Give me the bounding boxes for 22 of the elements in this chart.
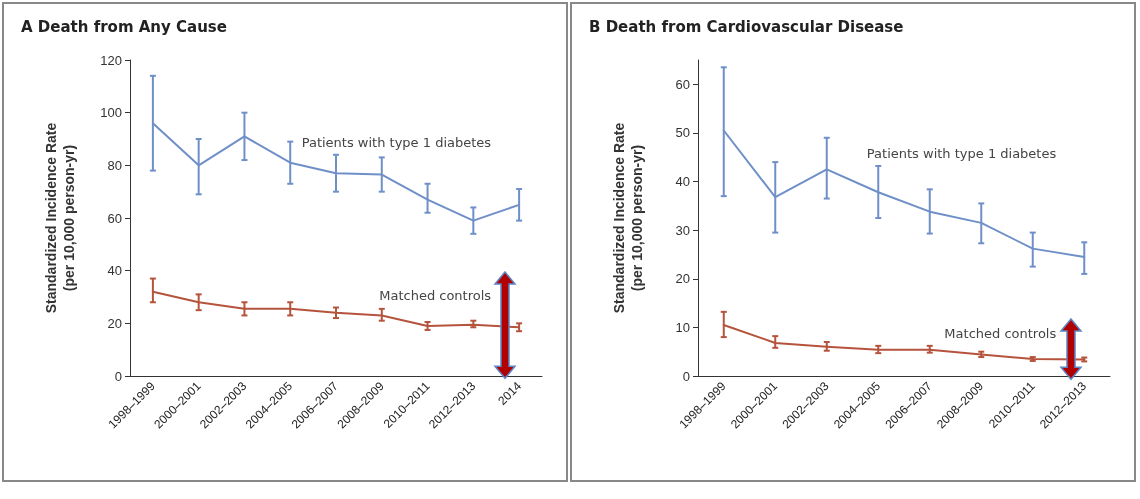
y-tick-label: 60 (107, 210, 122, 226)
y-tick-label: 50 (675, 125, 690, 141)
series-label: Matched controls (379, 287, 492, 303)
series-label: Patients with type 1 diabetes (866, 145, 1057, 161)
chart-title: B Death from Cardiovascular Disease (589, 17, 904, 36)
y-axis-title: Standardized Incidence Rate (per 10,000 person-yr) (611, 122, 645, 314)
y-tick-label: 30 (675, 222, 690, 238)
y-tick-label: 120 (100, 52, 122, 68)
y-tick-label: 100 (100, 105, 122, 121)
series-label: Patients with type 1 diabetes (301, 134, 492, 150)
chart-title: A Death from Any Cause (21, 17, 227, 36)
series-label: Matched controls (944, 325, 1057, 341)
y-tick-label: 0 (114, 368, 122, 384)
y-tick-label: 10 (675, 319, 690, 335)
y-tick-label: 0 (682, 368, 690, 384)
y-tick-label: 60 (675, 76, 690, 92)
y-tick-label: 40 (107, 263, 122, 279)
y-tick-label: 40 (675, 174, 690, 190)
y-tick-label: 20 (675, 271, 690, 287)
y-axis-title: Standardized Incidence Rate (per 10,000 person-yr) (43, 122, 77, 314)
y-tick-label: 20 (107, 315, 122, 331)
y-tick-label: 80 (107, 157, 122, 173)
